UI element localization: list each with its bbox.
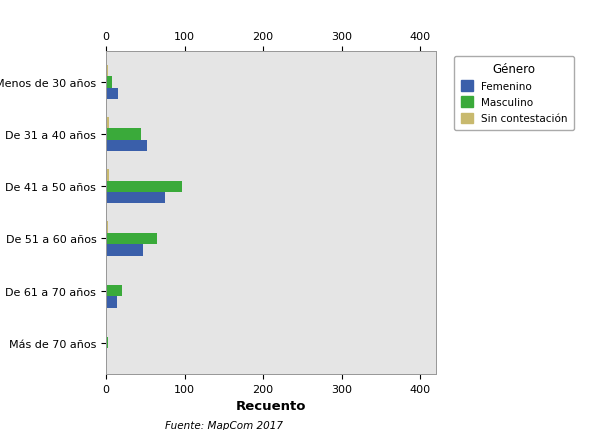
Bar — [106, 129, 141, 141]
Bar — [106, 285, 122, 297]
Bar — [106, 233, 157, 245]
Bar — [106, 181, 182, 193]
Bar — [106, 326, 107, 337]
Bar — [106, 89, 118, 100]
Bar — [106, 141, 147, 152]
Bar — [106, 66, 108, 77]
Text: Fuente: MapCom 2017: Fuente: MapCom 2017 — [165, 420, 283, 430]
Bar — [106, 170, 109, 181]
X-axis label: Recuento: Recuento — [236, 399, 306, 412]
Bar — [106, 337, 108, 349]
Legend: Femenino, Masculino, Sin contestación: Femenino, Masculino, Sin contestación — [454, 57, 574, 130]
Bar — [106, 349, 107, 360]
Bar — [106, 297, 117, 308]
Bar — [106, 77, 112, 89]
Bar — [106, 245, 143, 256]
Bar — [106, 193, 165, 204]
Bar — [106, 222, 108, 233]
Bar — [106, 118, 109, 129]
